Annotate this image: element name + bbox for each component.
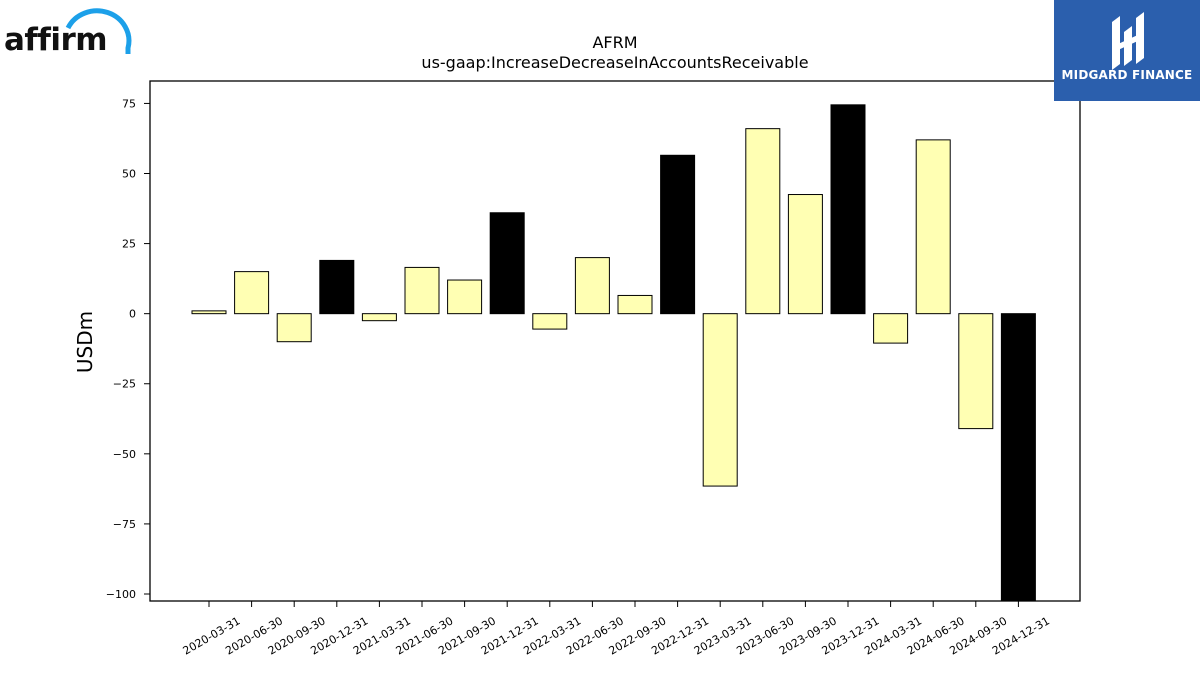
bar-2023-12-31 (830, 104, 866, 315)
bar-2021-09-30 (447, 279, 483, 315)
y-tick-label: 50 (122, 168, 136, 181)
bar-2022-03-31 (532, 313, 568, 330)
bar-2022-09-30 (617, 294, 653, 315)
bar-2023-06-30 (745, 128, 781, 315)
affirm-logo: affirm (4, 4, 134, 60)
midgard-finance-logo: MIDGARD FINANCE (1054, 0, 1200, 101)
chart-title: AFRM (592, 33, 637, 52)
y-ticks-group: 75 50 25 0 −25 −50 −75 −100 (106, 97, 150, 601)
bar-2020-06-30 (234, 271, 270, 315)
bar-2023-09-30 (787, 194, 823, 315)
bar-2022-12-31 (660, 154, 696, 315)
affirm-arc-icon (65, 8, 132, 54)
y-tick-label: 25 (122, 238, 136, 251)
bar-2024-09-30 (958, 313, 994, 430)
y-tick-label: −75 (113, 518, 136, 531)
y-axis-label: USDm (73, 311, 97, 373)
bar-2022-06-30 (574, 257, 610, 315)
bar-2021-03-31 (361, 313, 397, 322)
bar-2024-12-31 (1000, 313, 1036, 602)
bars-group (191, 104, 1036, 602)
midgard-mark-icon (1112, 12, 1144, 70)
bar-2024-03-31 (873, 313, 909, 344)
bar-2021-12-31 (489, 212, 525, 315)
bar-2023-03-31 (702, 313, 738, 487)
y-tick-label: 75 (122, 97, 136, 110)
bar-2020-09-30 (276, 313, 312, 343)
midgard-logo-text: MIDGARD FINANCE (1061, 68, 1193, 82)
y-tick-label: 0 (129, 308, 136, 321)
bar-2024-06-30 (915, 139, 951, 315)
affirm-logo-text: affirm (4, 22, 108, 58)
bar-2020-12-31 (319, 259, 355, 315)
y-tick-label: −50 (113, 448, 136, 461)
bar-2021-06-30 (404, 266, 440, 315)
bar-2020-03-31 (191, 310, 227, 315)
chart-subtitle: us-gaap:IncreaseDecreaseInAccountsReceiv… (421, 53, 808, 72)
x-ticks-group: 2020-03-312020-06-302020-09-302020-12-31… (181, 601, 1052, 658)
y-tick-label: −100 (106, 588, 136, 601)
plot-frame (149, 80, 1081, 602)
y-tick-label: −25 (113, 378, 136, 391)
